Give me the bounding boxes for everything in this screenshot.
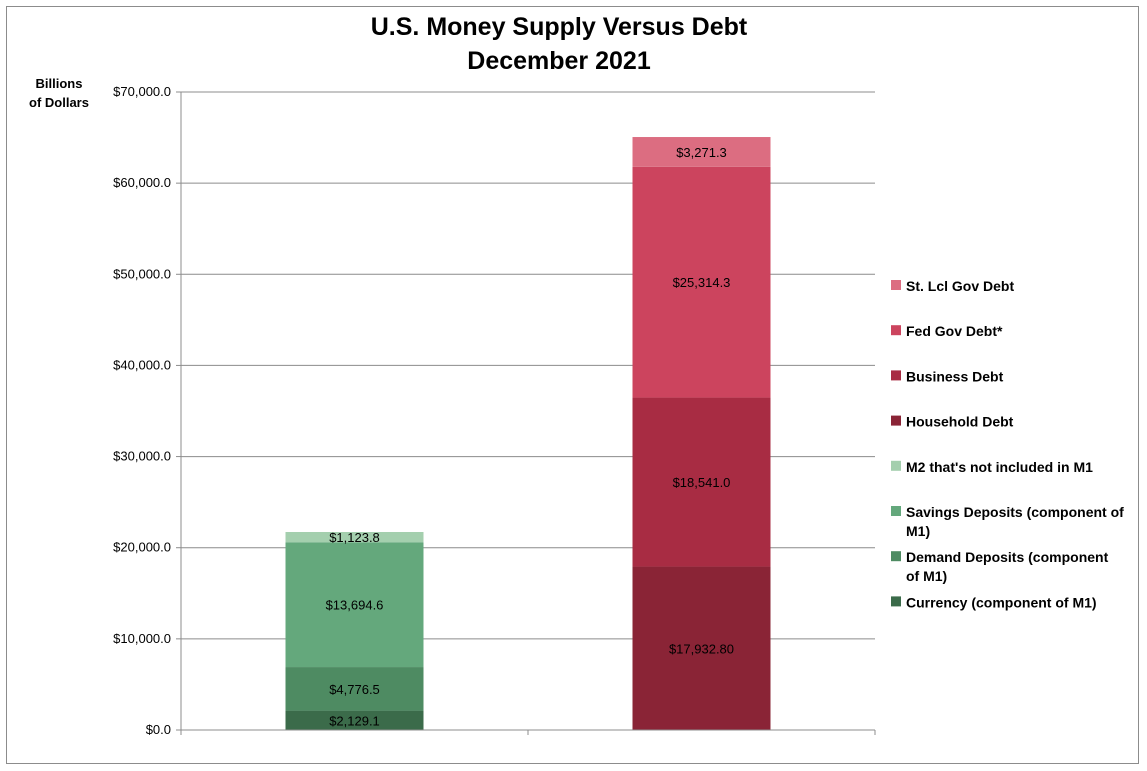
bar-segment bbox=[632, 166, 771, 398]
legend-label: of M1) bbox=[906, 568, 947, 584]
data-label: $13,694.6 bbox=[326, 598, 384, 613]
y-tick-label: $20,000.0 bbox=[113, 540, 171, 555]
bar-segment bbox=[285, 542, 424, 668]
y-tick-label: $70,000.0 bbox=[113, 84, 171, 99]
legend-label: St. Lcl Gov Debt bbox=[906, 278, 1014, 294]
chart-frame: U.S. Money Supply Versus Debt December 2… bbox=[6, 6, 1139, 764]
y-tick-label: $40,000.0 bbox=[113, 357, 171, 372]
bar-stack-2: $17,932.80 $18,541.0 $25,314.3 $3,271.3 bbox=[632, 137, 771, 730]
y-axis-label-line-2: of Dollars bbox=[29, 95, 89, 110]
bars: $2,129.1 $4,776.5 $13,694.6 $1,123.8 $17,932… bbox=[285, 137, 771, 730]
legend: St. Lcl Gov Debt Fed Gov Debt* Business De… bbox=[891, 278, 1124, 610]
data-label: $3,271.3 bbox=[676, 145, 727, 160]
y-tick-label: $30,000.0 bbox=[113, 449, 171, 464]
legend-swatch bbox=[891, 551, 901, 562]
bar-segment bbox=[632, 137, 771, 167]
legend-swatch bbox=[891, 370, 901, 381]
bar-segment bbox=[632, 397, 771, 567]
y-axis-label-line-1: Billions bbox=[36, 76, 83, 91]
legend-swatch bbox=[891, 460, 901, 471]
stacked-bar-chart: U.S. Money Supply Versus Debt December 2… bbox=[29, 13, 1124, 737]
legend-label: Household Debt bbox=[906, 414, 1014, 430]
y-tick-label: $50,000.0 bbox=[113, 266, 171, 281]
axes bbox=[180, 92, 876, 735]
legend-item: Fed Gov Debt* bbox=[891, 323, 1003, 339]
data-label: $17,932.80 bbox=[669, 641, 734, 656]
legend-item: Household Debt bbox=[891, 414, 1014, 430]
chart-title-line-2: December 2021 bbox=[467, 47, 651, 75]
y-tick-label: $10,000.0 bbox=[113, 631, 171, 646]
legend-label: Fed Gov Debt* bbox=[906, 323, 1003, 339]
legend-item: St. Lcl Gov Debt bbox=[891, 278, 1014, 294]
data-label: $1,123.8 bbox=[329, 530, 380, 545]
data-label: $4,776.5 bbox=[329, 682, 380, 697]
data-label: $2,129.1 bbox=[329, 713, 380, 728]
legend-swatch bbox=[891, 596, 901, 607]
legend-label: M1) bbox=[906, 523, 930, 539]
legend-swatch bbox=[891, 325, 901, 336]
legend-label: Demand Deposits (component bbox=[906, 549, 1109, 565]
y-axis-ticks: $0.0 $10,000.0 $20,000.0 $30,000.0 $40,000.0… bbox=[113, 84, 181, 737]
data-label: $25,314.3 bbox=[673, 275, 731, 290]
data-label: $18,541.0 bbox=[673, 475, 731, 490]
legend-item: Demand Deposits (component of M1) bbox=[891, 549, 1109, 584]
y-axis-label: Billions of Dollars bbox=[29, 76, 89, 110]
legend-swatch bbox=[891, 506, 901, 516]
legend-swatch bbox=[891, 280, 901, 290]
gridlines bbox=[181, 91, 875, 640]
chart-title: U.S. Money Supply Versus Debt December 2… bbox=[371, 13, 748, 75]
legend-label: Currency (component of M1) bbox=[906, 594, 1097, 610]
legend-label: M2 that's not included in M1 bbox=[906, 459, 1093, 475]
legend-item: Business Debt bbox=[891, 368, 1004, 384]
legend-label: Business Debt bbox=[906, 368, 1004, 384]
legend-item: M2 that's not included in M1 bbox=[891, 459, 1093, 475]
legend-item: Currency (component of M1) bbox=[891, 594, 1097, 610]
bar-segment bbox=[285, 710, 424, 730]
legend-label: Savings Deposits (component of bbox=[906, 504, 1124, 520]
legend-swatch bbox=[891, 415, 901, 426]
bar-segment bbox=[632, 566, 771, 730]
bar-segment bbox=[285, 667, 424, 711]
y-tick-label: $60,000.0 bbox=[113, 175, 171, 190]
y-tick-label: $0.0 bbox=[146, 722, 171, 737]
bar-segment bbox=[285, 532, 424, 543]
chart-title-line-1: U.S. Money Supply Versus Debt bbox=[371, 13, 748, 41]
bar-stack-1: $2,129.1 $4,776.5 $13,694.6 $1,123.8 bbox=[285, 530, 424, 730]
legend-item: Savings Deposits (component of M1) bbox=[891, 504, 1124, 539]
